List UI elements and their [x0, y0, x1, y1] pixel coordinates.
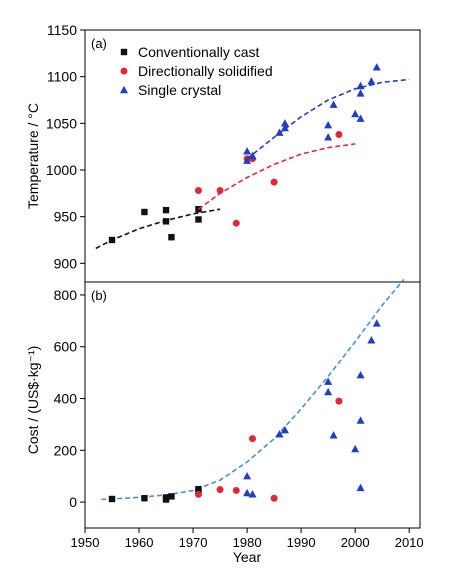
data-point-b-0-4	[168, 493, 175, 500]
data-point-b-2-6	[324, 387, 333, 396]
data-point-b-2-4	[280, 425, 289, 434]
x-tick-label-4: 1990	[287, 535, 316, 550]
data-point-a-0-4	[168, 234, 175, 241]
legend: Conventionally cast Directionally solidi…	[138, 44, 273, 98]
y-tick-label-a-4: 1100	[47, 69, 77, 85]
y-tick-label-b-1: 200	[54, 442, 78, 458]
data-point-b-0-0	[108, 495, 116, 503]
data-point-b-1-5	[335, 397, 343, 405]
data-point-a-2-5	[280, 123, 289, 132]
x-tick-label-2: 1970	[179, 535, 208, 550]
data-point-a-2-7	[324, 133, 333, 141]
data-point-a-0-3	[162, 218, 170, 225]
y-tick-label-a-0: 900	[54, 255, 78, 271]
y-tick-label-a-1: 950	[54, 209, 78, 225]
y-tick-label-a-3: 1050	[46, 115, 77, 131]
data-point-a-0-5	[195, 206, 202, 213]
data-point-a-2-0	[243, 147, 252, 155]
data-point-a-0-6	[195, 216, 202, 223]
legend-marker-1	[120, 67, 128, 75]
panel-a: 900 950 1000 1050 1100 1150	[46, 22, 421, 283]
data-point-a-2-13	[367, 77, 376, 85]
legend-label-2: Single crystal	[138, 82, 221, 98]
trend-line-a-0	[95, 208, 221, 250]
x-tick-label-0: 1950	[71, 535, 100, 550]
data-point-b-2-5	[324, 377, 333, 385]
data-point-b-2-3	[275, 430, 284, 438]
data-point-b-2-12	[367, 336, 376, 344]
panel-b: 0 200 400 600 800 1950 1960 1970 1980 1990 2000 201…	[54, 278, 424, 550]
data-point-a-2-14	[372, 63, 381, 71]
data-point-a-0-1	[141, 208, 148, 216]
x-axis-label: Year	[233, 549, 262, 565]
data-point-b-1-0	[194, 490, 202, 498]
y-axis-label-a: Temperature / °C	[25, 103, 41, 209]
data-point-b-2-0	[243, 472, 252, 480]
data-point-b-1-1	[216, 486, 224, 494]
data-point-b-2-11	[356, 483, 365, 492]
y-tick-label-a-2: 1000	[46, 162, 77, 178]
data-point-a-1-2	[232, 219, 240, 227]
x-tick-label-3: 1980	[233, 535, 262, 550]
x-tick-label-6: 2010	[395, 535, 424, 550]
data-point-b-2-1	[243, 488, 252, 497]
panel-b-label: (b)	[91, 288, 107, 303]
data-point-a-2-9	[351, 109, 360, 118]
data-point-a-0-2	[162, 206, 170, 214]
y-tick-label-b-2: 400	[54, 391, 78, 407]
y-tick-label-b-4: 800	[54, 287, 78, 303]
legend-label-1: Directionally solidified	[138, 63, 273, 79]
data-point-a-2-10	[356, 81, 365, 90]
data-point-a-1-5	[270, 178, 278, 186]
data-point-b-2-7	[329, 431, 338, 439]
data-point-a-2-12	[356, 114, 365, 122]
trend-line-b	[101, 278, 405, 501]
data-point-a-1-6	[335, 131, 343, 139]
data-point-b-2-8	[351, 444, 360, 453]
data-point-b-1-3	[249, 435, 256, 443]
x-tick-label-5: 2000	[341, 535, 370, 550]
trend-line-a-2	[246, 78, 410, 160]
y-tick-label-b-0: 0	[69, 494, 77, 510]
data-point-b-1-2	[232, 486, 240, 494]
x-tick-label-1: 1960	[125, 535, 154, 550]
data-point-a-2-11	[356, 89, 365, 97]
data-point-a-0-0	[108, 236, 116, 244]
legend-marker-0	[120, 48, 128, 56]
data-point-b-2-13	[372, 319, 381, 327]
legend-label-0: Conventionally cast	[138, 44, 260, 60]
data-point-b-2-10	[356, 416, 365, 424]
data-point-a-2-4	[280, 119, 289, 127]
panel-a-label: (a)	[91, 36, 107, 51]
data-point-b-1-4	[270, 494, 278, 502]
data-point-a-2-8	[329, 100, 338, 108]
y-axis-label-b: Cost / (US$·kg⁻¹)	[25, 346, 41, 455]
data-point-b-0-3	[162, 496, 170, 503]
data-point-b-2-2	[248, 490, 257, 498]
data-point-a-2-3	[275, 128, 284, 136]
panel-b-frame	[84, 281, 421, 529]
y-tick-label-a-5: 1150	[47, 22, 77, 38]
data-point-a-1-1	[216, 187, 224, 195]
legend-marker-2	[120, 85, 128, 94]
data-point-b-2-9	[356, 371, 365, 379]
data-point-b-0-1	[141, 495, 148, 502]
data-point-a-1-0	[194, 187, 202, 195]
data-point-a-2-1	[243, 156, 252, 164]
data-point-a-2-6	[324, 121, 333, 129]
y-tick-label-b-3: 600	[54, 339, 78, 355]
data-point-a-2-2	[248, 151, 257, 160]
